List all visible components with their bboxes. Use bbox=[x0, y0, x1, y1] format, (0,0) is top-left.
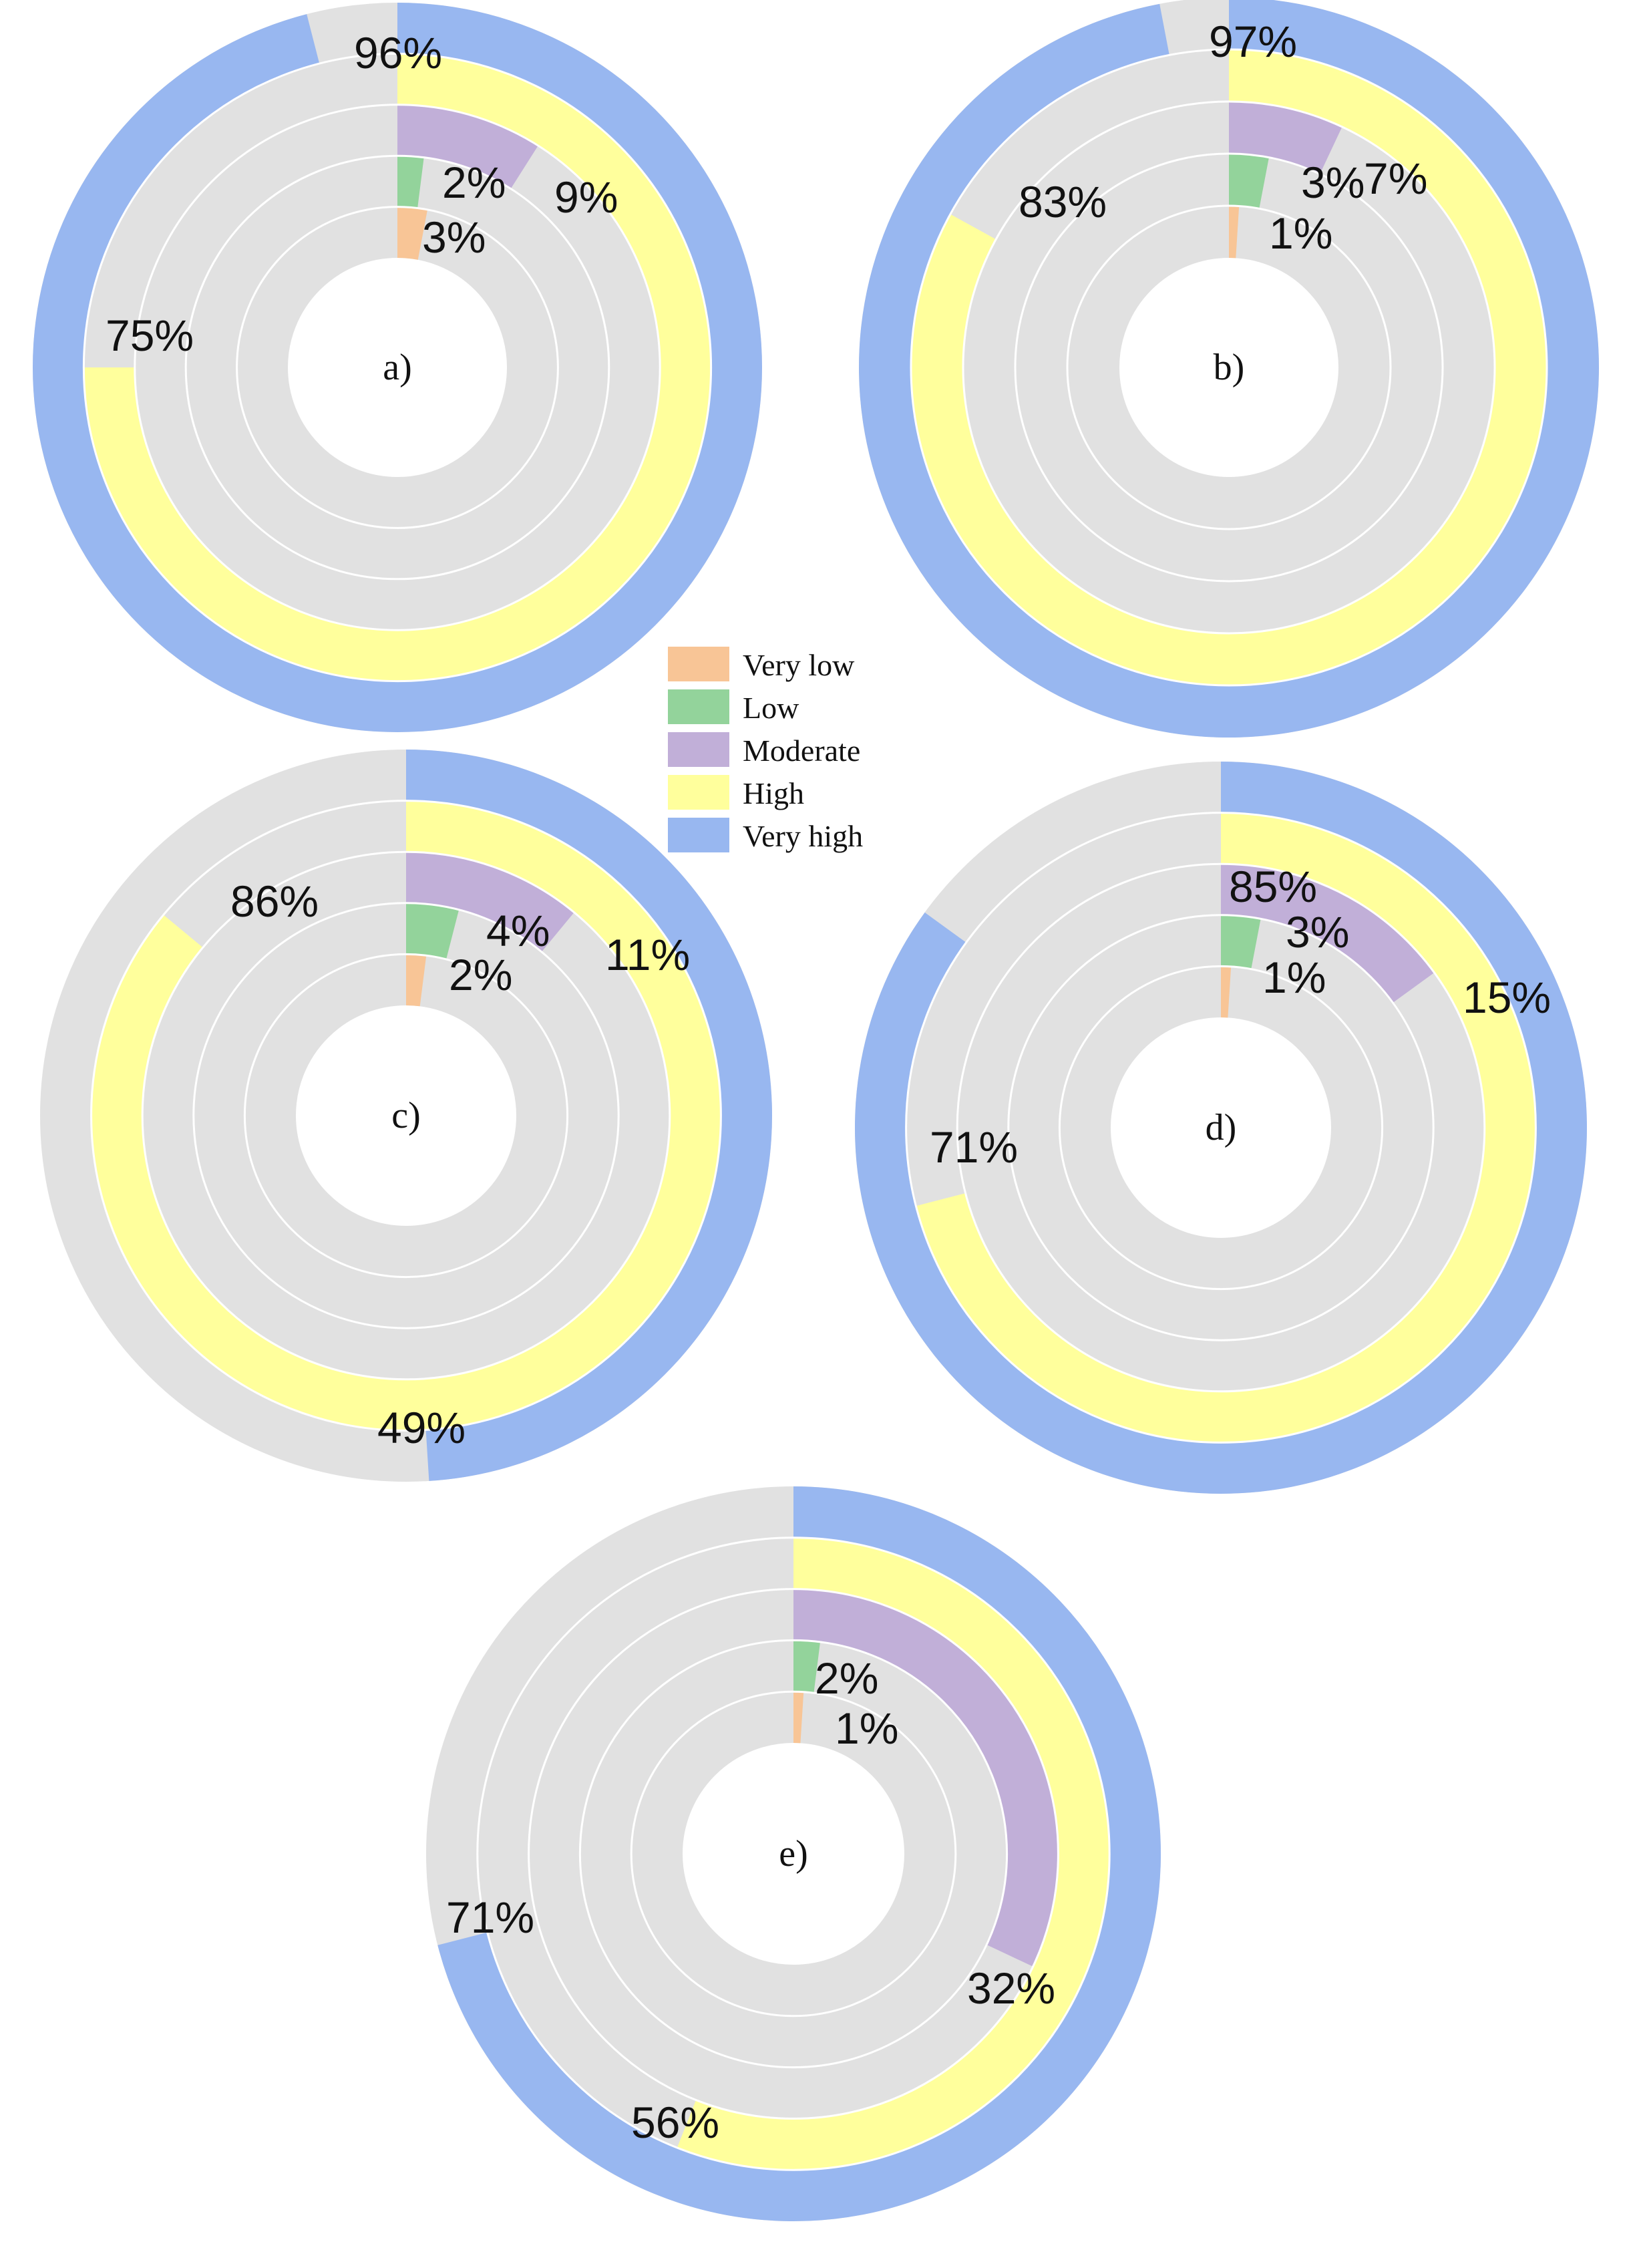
bar-very-low bbox=[406, 954, 427, 1007]
ring-divider bbox=[236, 206, 559, 529]
ring-divider bbox=[1058, 965, 1384, 1291]
value-label-very-low: 1% bbox=[835, 1704, 898, 1753]
ring-divider bbox=[1014, 152, 1444, 583]
ring-divider bbox=[528, 1588, 1059, 2120]
bar-very-low bbox=[397, 206, 428, 260]
value-label-low: 4% bbox=[486, 906, 550, 955]
value-label-low: 2% bbox=[815, 1653, 878, 1703]
value-label-very-low: 1% bbox=[1269, 208, 1332, 258]
bar-low bbox=[1221, 915, 1261, 969]
value-label-high: 71% bbox=[930, 1122, 1018, 1172]
ring-divider bbox=[243, 953, 569, 1279]
bar-low bbox=[1229, 154, 1269, 209]
bar-low bbox=[397, 156, 424, 208]
legend-label-low: Low bbox=[743, 691, 799, 725]
bar-very-low bbox=[1221, 966, 1232, 1018]
value-label-moderate: 9% bbox=[554, 172, 618, 222]
legend-swatch-high bbox=[668, 775, 729, 810]
panel-label: b) bbox=[1214, 347, 1245, 388]
value-label-very-high: 96% bbox=[354, 28, 442, 77]
value-label-very-high: 49% bbox=[377, 1403, 466, 1452]
panel-b: 1%3%7% 83% 97% b) bbox=[859, 0, 1599, 738]
value-label-very-high: 85% bbox=[1229, 862, 1317, 911]
charts-group: 3%2% 9%75%96%a)1%3%7%83%97%b)2%4% 11%86%49… bbox=[32, 0, 1599, 2222]
legend-swatch-low bbox=[668, 689, 729, 724]
bar-low bbox=[793, 1640, 821, 1693]
value-label-high: 86% bbox=[230, 876, 319, 926]
value-label-very-low: 3% bbox=[422, 212, 486, 262]
legend-swatch-very-high bbox=[668, 818, 729, 852]
panel-a: 3% 2% 9% 75% 96% a) bbox=[32, 3, 762, 732]
ring-divider bbox=[1066, 204, 1392, 530]
legend-label-very-low: Very low bbox=[743, 648, 855, 682]
panel-label: d) bbox=[1206, 1107, 1237, 1148]
ring-divider bbox=[192, 902, 620, 1329]
value-label-moderate: 7% bbox=[1364, 154, 1427, 203]
legend: Very low Low Moderate High Very high bbox=[668, 647, 863, 853]
value-label-moderate: 15% bbox=[1463, 973, 1551, 1022]
value-label-low: 2% bbox=[442, 158, 506, 207]
ring-divider bbox=[962, 100, 1496, 635]
value-label-very-high: 97% bbox=[1209, 17, 1297, 66]
bar-moderate bbox=[1229, 102, 1342, 174]
panel-c: 2%4% 11% 86% 49% c) bbox=[40, 750, 773, 1482]
ring-divider bbox=[141, 850, 671, 1381]
ring-divider bbox=[476, 1536, 1111, 2171]
value-label-moderate: 11% bbox=[605, 930, 690, 979]
panel-label: a) bbox=[383, 347, 412, 388]
bar-moderate bbox=[1221, 864, 1435, 1003]
value-label-very-low: 2% bbox=[449, 950, 512, 999]
value-label-high: 83% bbox=[1019, 177, 1107, 226]
bar-very-high bbox=[406, 750, 773, 1481]
bar-very-low bbox=[793, 1691, 804, 1744]
value-label-high: 56% bbox=[631, 2098, 719, 2147]
ring-divider bbox=[1007, 914, 1435, 1341]
panel-d: 1%3% 15% 71% 85% d) bbox=[855, 762, 1587, 1494]
value-label-very-low: 1% bbox=[1262, 953, 1326, 1002]
value-label-low: 3% bbox=[1301, 158, 1365, 207]
ring-divider bbox=[184, 154, 610, 581]
value-label-high: 75% bbox=[106, 311, 194, 360]
value-label-very-high: 71% bbox=[446, 1893, 534, 1942]
legend-swatch-very-low bbox=[668, 647, 729, 681]
legend-label-high: High bbox=[743, 776, 804, 810]
bar-moderate bbox=[397, 104, 538, 189]
ring-divider bbox=[82, 52, 713, 683]
panel-label: c) bbox=[391, 1095, 421, 1136]
ring-divider bbox=[134, 104, 661, 631]
panel-label: e) bbox=[779, 1833, 808, 1875]
legend-label-moderate: Moderate bbox=[743, 734, 860, 768]
legend-swatch-moderate bbox=[668, 732, 729, 767]
ring-divider bbox=[630, 1690, 957, 2017]
bar-moderate bbox=[406, 852, 574, 952]
ring-divider bbox=[910, 48, 1548, 687]
bar-low bbox=[406, 903, 460, 959]
legend-label-very-high: Very high bbox=[743, 819, 863, 853]
bar-moderate bbox=[793, 1589, 1059, 1967]
ring-divider bbox=[956, 862, 1486, 1393]
panel-e: 1%2% 32% 56% 71% e) bbox=[426, 1486, 1161, 2222]
value-label-low: 3% bbox=[1286, 907, 1349, 957]
value-label-moderate: 32% bbox=[967, 1963, 1055, 2013]
bar-very-low bbox=[1229, 206, 1240, 259]
ring-divider bbox=[90, 800, 722, 1432]
ring-divider bbox=[905, 812, 1537, 1444]
ring-divider bbox=[578, 1639, 1009, 2069]
